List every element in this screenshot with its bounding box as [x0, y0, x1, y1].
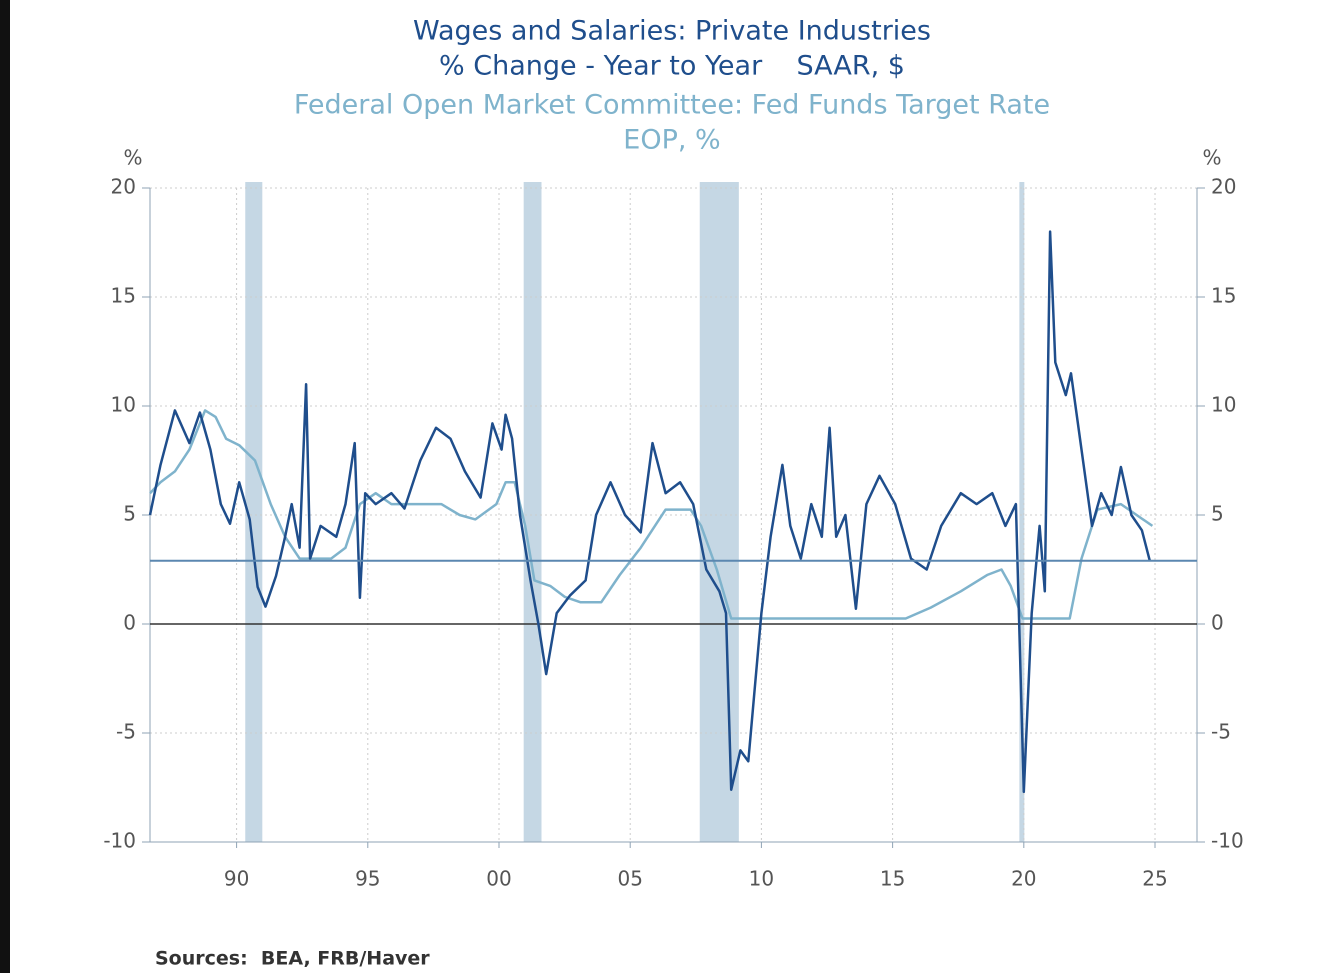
x-tick-label: 00	[486, 867, 511, 891]
y-tick-label: 15	[111, 284, 136, 308]
x-tick-label: 90	[224, 867, 249, 891]
x-tick-label: 25	[1142, 867, 1167, 891]
source: Sources: BEA, FRB/Haver	[155, 948, 430, 970]
recession-band	[699, 182, 739, 842]
y-tick-label: 20	[111, 175, 136, 199]
recession-band	[1019, 182, 1025, 842]
x-tick-label: 05	[617, 867, 642, 891]
y-tick-label: -5	[116, 720, 136, 744]
y-tick-label: 0	[123, 611, 136, 635]
y2-tick-label: 15	[1211, 284, 1236, 308]
series-line	[149, 409, 1154, 620]
y-axis-label: %	[123, 146, 142, 170]
y2-tick-label: 0	[1211, 611, 1224, 635]
y-tick-label: -10	[103, 829, 136, 853]
y2-tick-label: 10	[1211, 393, 1236, 417]
y2-tick-label: 20	[1211, 175, 1236, 199]
y2-tick-label: 5	[1211, 502, 1224, 526]
x-tick-label: 10	[749, 867, 774, 891]
y2-axis-label: %	[1202, 146, 1221, 170]
chart-subtitle: % Change - Year to Year SAAR, $	[439, 51, 905, 82]
recession-band	[245, 182, 263, 842]
chart-title-2: Federal Open Market Committee: Fed Funds…	[294, 90, 1050, 121]
y2-tick-label: -5	[1211, 720, 1231, 744]
x-tick-label: 20	[1011, 867, 1036, 891]
chart-subtitle-2: EOP, %	[623, 125, 720, 156]
y2-tick-label: -10	[1211, 829, 1244, 853]
series-line	[148, 230, 1152, 794]
y-tick-label: 5	[123, 502, 136, 526]
recession-band	[523, 182, 542, 842]
y-tick-label: 10	[111, 393, 136, 417]
x-tick-label: 95	[355, 867, 380, 891]
edge	[0, 0, 10, 973]
x-tick-label: 15	[880, 867, 905, 891]
chart-title: Wages and Salaries: Private Industries	[413, 16, 931, 47]
